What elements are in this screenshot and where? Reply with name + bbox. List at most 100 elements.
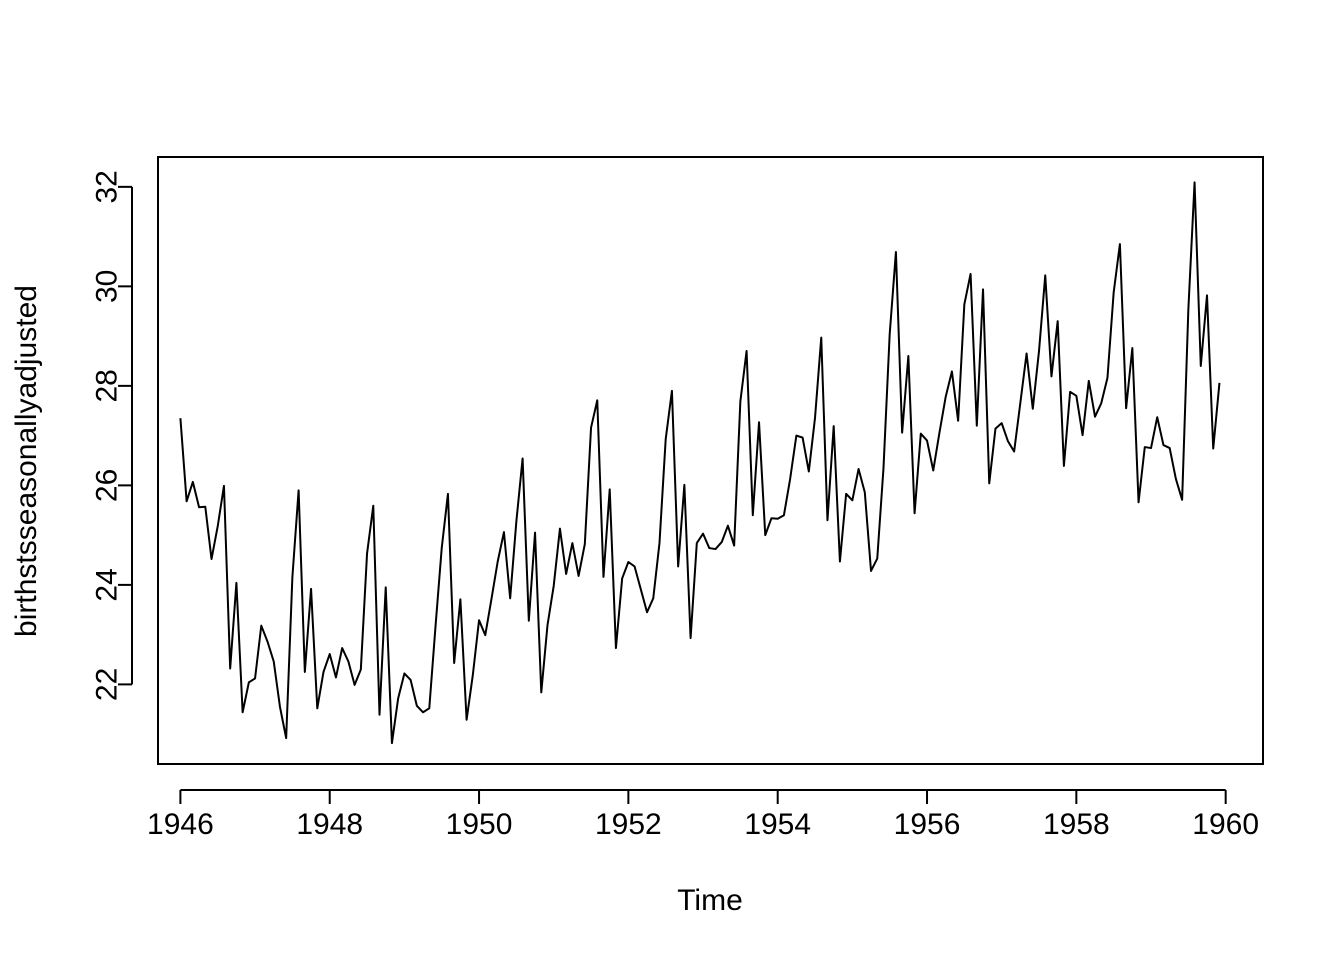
- data-point: [932, 469, 934, 471]
- data-point: [484, 634, 486, 636]
- data-point: [739, 400, 741, 402]
- data-point: [248, 681, 250, 683]
- data-point: [1119, 243, 1121, 245]
- y-tick-label: 32: [91, 170, 124, 203]
- data-point: [273, 661, 275, 663]
- data-point: [354, 684, 356, 686]
- data-point: [509, 597, 511, 599]
- data-point: [870, 570, 872, 572]
- data-point: [789, 478, 791, 480]
- data-point: [1026, 353, 1028, 355]
- data-point: [1032, 408, 1034, 410]
- data-point: [434, 626, 436, 628]
- data-point: [229, 667, 231, 669]
- data-point: [329, 653, 331, 655]
- data-point: [988, 482, 990, 484]
- data-point: [553, 585, 555, 587]
- data-point: [584, 543, 586, 545]
- data-point: [1156, 416, 1158, 418]
- data-point: [316, 707, 318, 709]
- data-point: [1169, 447, 1171, 449]
- data-point: [690, 637, 692, 639]
- data-point: [546, 624, 548, 626]
- x-tick-label: 1958: [1043, 808, 1110, 841]
- data-point: [1150, 447, 1152, 449]
- data-point: [578, 575, 580, 577]
- data-point: [466, 719, 468, 721]
- x-tick-label: 1960: [1192, 808, 1259, 841]
- data-point: [876, 558, 878, 560]
- data-point: [926, 440, 928, 442]
- data-point: [1144, 446, 1146, 448]
- data-point: [963, 303, 965, 305]
- data-point: [304, 671, 306, 673]
- data-point: [770, 517, 772, 519]
- plot-frame: [157, 156, 1264, 765]
- data-point: [764, 534, 766, 536]
- x-tick-label: 1956: [894, 808, 961, 841]
- data-point: [447, 493, 449, 495]
- data-point: [721, 541, 723, 543]
- data-point: [254, 677, 256, 679]
- data-point: [410, 679, 412, 681]
- data-point: [957, 420, 959, 422]
- data-point: [385, 586, 387, 588]
- data-point: [1131, 347, 1133, 349]
- data-point: [260, 625, 262, 627]
- data-point: [627, 561, 629, 563]
- data-point: [621, 577, 623, 579]
- data-point: [291, 576, 293, 578]
- data-point: [808, 470, 810, 472]
- data-point: [1057, 320, 1059, 322]
- data-point: [1218, 382, 1220, 384]
- data-point: [497, 561, 499, 563]
- data-point: [1001, 422, 1003, 424]
- data-point: [596, 399, 598, 401]
- data-point: [615, 647, 617, 649]
- data-point: [858, 468, 860, 470]
- data-point: [204, 506, 206, 508]
- data-point: [372, 505, 374, 507]
- data-point: [702, 533, 704, 535]
- data-point: [366, 553, 368, 555]
- data-point: [1200, 365, 1202, 367]
- data-point: [192, 481, 194, 483]
- data-point: [310, 588, 312, 590]
- y-axis-title: birthstsseasonallyadjusted: [10, 285, 43, 637]
- y-tick-label: 22: [91, 668, 124, 701]
- data-point: [820, 337, 822, 339]
- data-point: [602, 576, 604, 578]
- data-point: [938, 432, 940, 434]
- data-point: [1038, 350, 1040, 352]
- data-point: [1162, 444, 1164, 446]
- data-point: [1069, 391, 1071, 393]
- data-point: [714, 548, 716, 550]
- data-point: [1206, 294, 1208, 296]
- data-point: [1063, 465, 1065, 467]
- x-axis-title: Time: [677, 884, 743, 917]
- data-point: [528, 620, 530, 622]
- data-point: [814, 417, 816, 419]
- data-point: [970, 273, 972, 275]
- data-point: [994, 428, 996, 430]
- data-point: [379, 714, 381, 716]
- data-point: [671, 390, 673, 392]
- data-point: [453, 662, 455, 664]
- data-point: [1094, 416, 1096, 418]
- data-point: [864, 491, 866, 493]
- data-point: [347, 661, 349, 663]
- data-point: [1013, 451, 1015, 453]
- data-point: [1181, 499, 1183, 501]
- data-point: [1075, 395, 1077, 397]
- data-point: [217, 525, 219, 527]
- data-point: [186, 500, 188, 502]
- data-point: [1088, 380, 1090, 382]
- data-point: [907, 355, 909, 357]
- data-point: [683, 484, 685, 486]
- data-point: [708, 547, 710, 549]
- data-point: [658, 542, 660, 544]
- data-point: [522, 458, 524, 460]
- data-point: [665, 438, 667, 440]
